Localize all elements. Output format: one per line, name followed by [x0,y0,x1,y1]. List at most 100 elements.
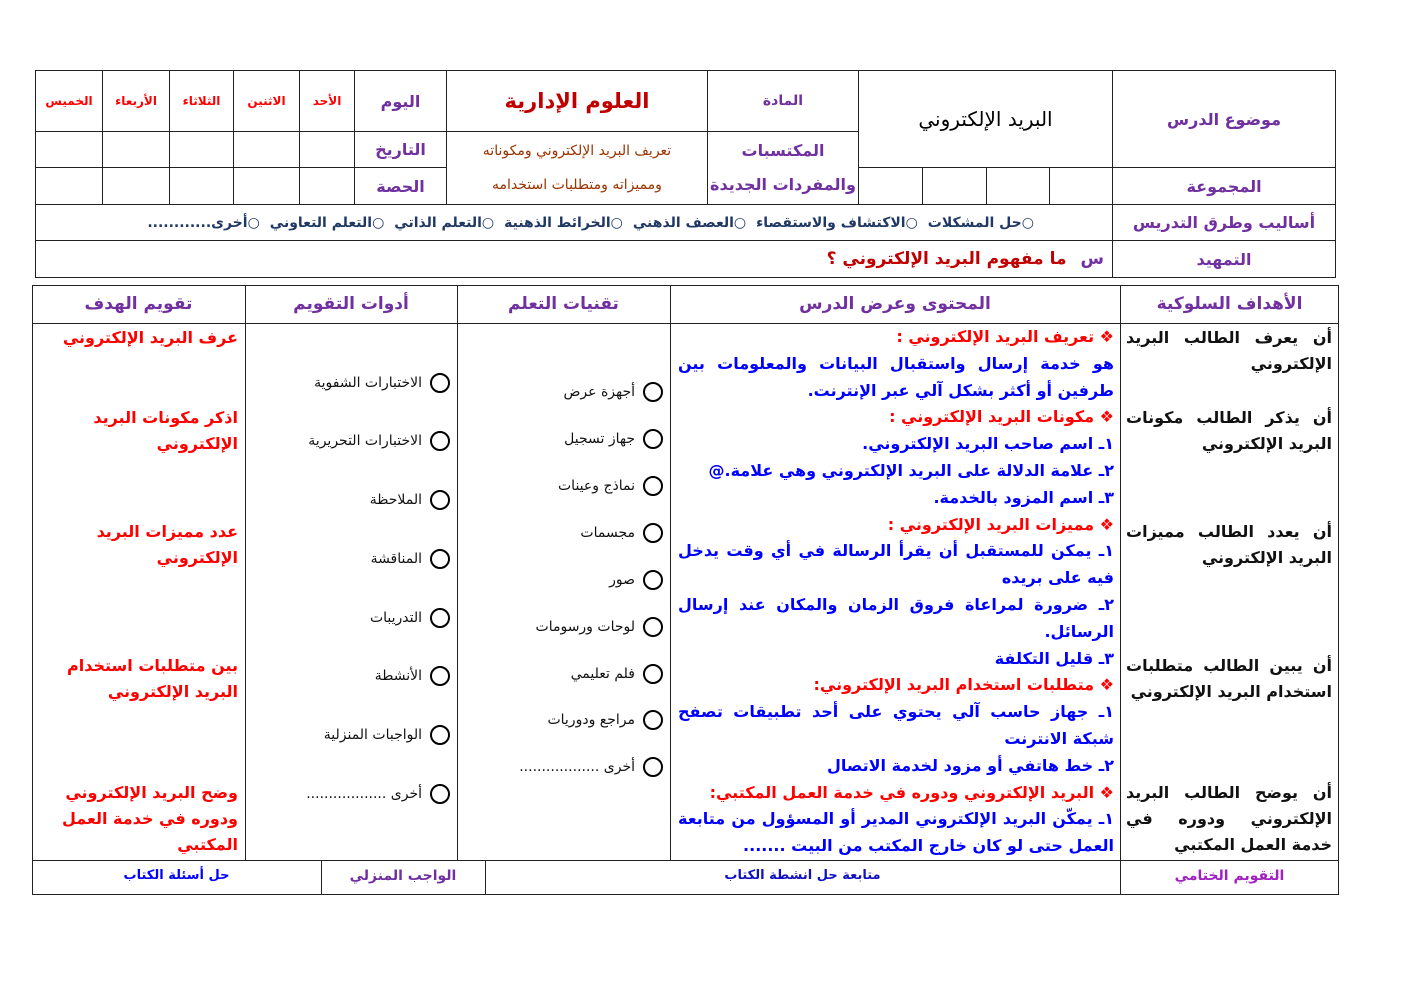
role-item: ١ـ يمكّن البريد الإلكتروني المدير أو الم… [678,809,1114,856]
homework: حل أسئلة الكتاب [123,868,230,883]
circle-checkbox-icon[interactable] [430,549,450,569]
definition-title: ❖ تعريف البريد الإلكتروني : [896,327,1114,346]
circle-checkbox-icon[interactable] [430,608,450,628]
circle-checkbox-icon[interactable] [430,666,450,686]
acquired-label-line1: المكتسبات [741,141,825,160]
day-tuesday: الثلاثاء [169,70,234,132]
acquired-line2: ومميزاته ومتطلبات استخدامه [492,177,662,193]
date-label: التاريخ [354,131,447,168]
circle-checkbox-icon[interactable] [430,490,450,510]
circle-checkbox-icon[interactable] [643,570,663,590]
group-cell[interactable] [986,167,1050,205]
tool-option[interactable]: الاختبارات الشفوية [314,373,450,393]
group-cell[interactable] [858,167,923,205]
circle-checkbox-icon[interactable] [643,429,663,449]
circle-checkbox-icon[interactable] [643,476,663,496]
question-text: ما مفهوم البريد الإلكتروني ؟ [826,249,1067,269]
day-wednesday: الأربعاء [102,70,170,132]
lesson-content: ❖ تعريف البريد الإلكتروني : هو خدمة إرسا… [678,324,1114,860]
day-label: اليوم [354,70,447,132]
technique-option[interactable]: مراجع ودوريات [547,710,663,730]
period-cell[interactable] [233,167,300,205]
techniques-header: تقنيات التعلم [508,294,619,314]
circle-checkbox-icon[interactable] [643,617,663,637]
goal-item: أن يعدد الطالب مميزات البريد الإلكتروني [1126,522,1332,567]
acquired-content: تعريف البريد الإلكتروني ومكوناته ومميزات… [446,131,708,205]
column-divider [321,860,322,895]
circle-checkbox-icon[interactable] [430,373,450,393]
circle-checkbox-icon[interactable] [430,784,450,804]
role-title: ❖ البريد الإلكتروني ودوره في خدمة العمل … [709,782,1114,802]
column-divider [1120,285,1121,895]
method-item[interactable]: ○الخرائط الذهنية [504,214,623,231]
tool-option[interactable]: التدريبات [370,608,450,628]
date-cell[interactable] [169,131,234,168]
goal-item: أن يوضح الطالب البريد الإلكتروني ودوره ف… [1126,783,1332,854]
circle-checkbox-icon[interactable] [643,523,663,543]
period-cell[interactable] [35,167,103,205]
question-prefix: س [1080,249,1104,269]
feature-item: ٣ـ قليل التكلفة [994,648,1114,668]
goal-item: أن يذكر الطالب مكونات البريد الإلكتروني [1126,408,1332,453]
component-item: ١ـ اسم صاحب البريد الإلكتروني. [862,434,1114,454]
tool-option[interactable]: الأنشطة [375,666,450,686]
technique-option[interactable]: مجسمات [580,523,663,543]
evaluation-item: عدد مميزات البريد الإلكتروني [96,522,238,567]
technique-option[interactable]: صور [609,570,663,590]
content-header: المحتوى وعرض الدرس [799,294,991,314]
method-item[interactable]: ○التعلم الذاتي [394,214,495,231]
group-cell[interactable] [922,167,987,205]
day-monday: الاثنين [233,70,300,132]
goal-item: أن يبين الطالب متطلبات استخدام البريد ال… [1126,656,1332,701]
method-item[interactable]: ○أخرى............ [147,214,260,231]
column-divider [457,285,458,861]
component-item: ٣ـ اسم المزود بالخدمة. [933,487,1114,507]
tool-option[interactable]: الاختبارات التحريرية [308,431,450,451]
group-cell[interactable] [1049,167,1113,205]
circle-checkbox-icon[interactable] [643,664,663,684]
intro-question: س ما مفهوم البريد الإلكتروني ؟ [35,240,1113,278]
methods-label: أساليب وطرق التدريس [1112,204,1336,241]
date-cell[interactable] [35,131,103,168]
technique-option[interactable]: أخرى .................. [519,757,663,777]
tool-option[interactable]: أخرى .................. [306,784,450,804]
period-cell[interactable] [299,167,355,205]
technique-option[interactable]: أجهزة عرض [563,382,663,402]
evaluation-item: عرف البريد الإلكتروني [62,328,238,347]
method-item[interactable]: ○التعلم التعاوني [269,214,385,231]
method-item[interactable]: ○حل المشكلات [927,214,1034,231]
evaluation-header: تقويم الهدف [84,294,193,314]
technique-option[interactable]: نماذج وعينات [558,476,663,496]
footer-divider [32,860,1339,861]
method-item[interactable]: ○العصف الذهني [632,214,747,231]
tool-option[interactable]: الواجبات المنزلية [324,725,450,745]
technique-option[interactable]: لوحات ورسومات [536,617,663,637]
date-cell[interactable] [233,131,300,168]
circle-checkbox-icon[interactable] [643,382,663,402]
period-cell[interactable] [102,167,170,205]
column-divider [670,285,671,861]
date-cell[interactable] [299,131,355,168]
column-divider [245,285,246,861]
circle-checkbox-icon[interactable] [430,725,450,745]
circle-checkbox-icon[interactable] [643,710,663,730]
circle-checkbox-icon[interactable] [430,431,450,451]
homework-label: الواجب المنزلي [349,868,457,884]
component-item: ٢ـ علامة الدلالة على البريد الإلكتروني و… [708,460,1114,480]
technique-option[interactable]: فلم تعليمي [571,664,663,684]
technique-option[interactable]: جهاز تسجيل [564,429,663,449]
method-item[interactable]: ○الاكتشاف والاستقصاء [756,214,918,231]
tool-option[interactable]: الملاحظة [370,490,450,510]
goal-item: أن يعرف الطالب البريد الإلكتروني [1126,328,1332,373]
evaluation-item: وضح البريد الإلكتروني ودوره في خدمة العم… [61,783,238,854]
requirements-title: ❖ متطلبات استخدام البريد الإلكتروني: [813,675,1115,695]
tool-option[interactable]: المناقشة [371,549,450,569]
lesson-topic-label: موضوع الدرس [1112,70,1336,168]
date-cell[interactable] [102,131,170,168]
main-table-border [32,285,1339,895]
period-cell[interactable] [169,167,234,205]
day-thursday: الخميس [35,70,103,132]
tools-header: أدوات التقويم [293,294,409,314]
circle-checkbox-icon[interactable] [643,757,663,777]
feature-item: ١ـ يمكن للمستقبل أن يقرأ الرسالة في أي و… [678,541,1114,588]
